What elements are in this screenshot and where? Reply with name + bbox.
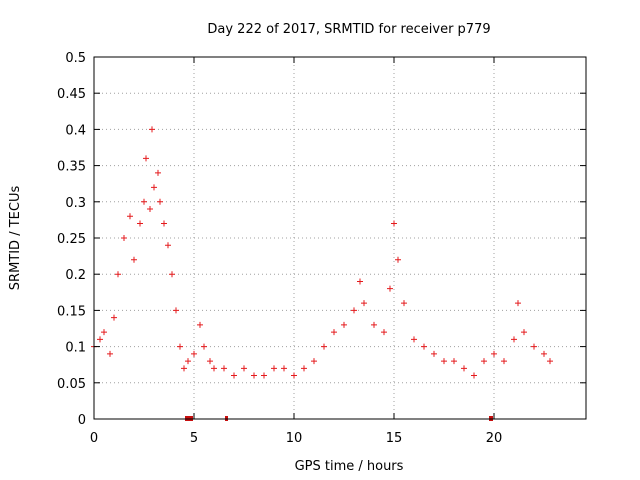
y-tick-label: 0	[78, 413, 86, 428]
data-point	[391, 220, 397, 227]
y-tick-label: 0.1	[65, 341, 86, 356]
data-point	[155, 169, 161, 176]
data-point	[149, 126, 155, 133]
data-point	[137, 220, 143, 227]
gridlines	[94, 57, 586, 419]
data-point	[501, 358, 507, 365]
y-tick-label: 0.3	[65, 196, 86, 211]
data-point	[241, 365, 247, 372]
data-point	[231, 372, 237, 379]
chart-title: Day 222 of 2017, SRMTID for receiver p77…	[207, 22, 490, 37]
data-point	[271, 365, 277, 372]
data-point	[281, 365, 287, 372]
data-point	[471, 372, 477, 379]
y-tick-label: 0.15	[57, 304, 86, 319]
axes: 0 0.05 0.1 0.15 0.2 0.25 0.3 0.35 0.4 0.45 0.5 0 5 10…	[57, 51, 586, 446]
data-point	[157, 198, 163, 205]
data-point	[401, 300, 407, 307]
data-point	[395, 256, 401, 263]
data-point	[511, 336, 517, 343]
y-tick-label: 0.5	[65, 51, 86, 66]
x-axis-label: GPS time / hours	[295, 459, 404, 474]
x-tick-label: 20	[486, 431, 503, 446]
data-point	[451, 358, 457, 365]
data-point	[121, 235, 127, 241]
x-tick-label: 5	[190, 431, 198, 446]
data-point	[211, 365, 217, 372]
data-point	[361, 300, 367, 307]
data-point	[197, 321, 203, 328]
data-point	[165, 242, 171, 249]
data-point	[381, 329, 387, 336]
data-point	[461, 365, 467, 372]
x-tick-label: 15	[386, 431, 403, 446]
data-point	[147, 206, 153, 213]
data-point	[185, 358, 191, 365]
data-point	[169, 271, 175, 278]
data-point	[431, 350, 437, 357]
y-tick-label: 0.35	[57, 160, 86, 175]
data-point	[161, 220, 167, 227]
data-point	[491, 350, 497, 357]
data-point	[531, 343, 537, 350]
y-tick-label: 0.05	[57, 377, 86, 392]
data-point	[357, 278, 363, 285]
data-point	[191, 350, 197, 357]
x-tick-label: 0	[90, 431, 98, 446]
data-point	[371, 321, 377, 328]
series-srmtid-p779	[91, 126, 553, 379]
y-tick-label: 0.45	[57, 87, 86, 102]
data-point	[421, 343, 427, 350]
data-point	[411, 336, 417, 343]
data-point	[97, 336, 103, 343]
data-point	[547, 358, 553, 365]
data-point	[441, 358, 447, 365]
data-point	[127, 213, 133, 220]
data-point	[251, 372, 257, 379]
data-points	[91, 126, 553, 379]
data-point	[481, 358, 487, 365]
data-point	[107, 350, 113, 357]
y-tick-label: 0.25	[57, 232, 86, 247]
data-point	[111, 314, 117, 321]
data-point	[115, 271, 121, 278]
data-point	[351, 307, 357, 314]
data-point	[143, 155, 149, 162]
data-point	[101, 329, 107, 336]
data-point	[177, 343, 183, 350]
data-point	[131, 256, 137, 263]
data-point	[261, 372, 267, 379]
data-point	[173, 307, 179, 314]
data-point	[311, 358, 317, 365]
data-point	[521, 329, 527, 336]
data-point	[301, 365, 307, 372]
data-point	[207, 358, 213, 365]
data-point	[221, 365, 227, 372]
plot-frame	[93, 56, 587, 420]
data-point	[331, 329, 337, 336]
y-tick-label: 0.4	[65, 123, 86, 138]
y-tick-label: 0.2	[65, 268, 86, 283]
data-point	[151, 184, 157, 191]
x-tick-label: 10	[286, 431, 303, 446]
data-point	[141, 198, 147, 205]
data-point	[321, 343, 327, 350]
data-point	[341, 321, 347, 328]
data-point	[181, 365, 187, 372]
data-point	[515, 300, 521, 307]
y-axis-label: SRMTID / TECUs	[8, 186, 23, 291]
data-point	[541, 350, 547, 357]
data-point	[201, 343, 207, 350]
data-point	[291, 372, 297, 379]
data-point	[387, 285, 393, 292]
